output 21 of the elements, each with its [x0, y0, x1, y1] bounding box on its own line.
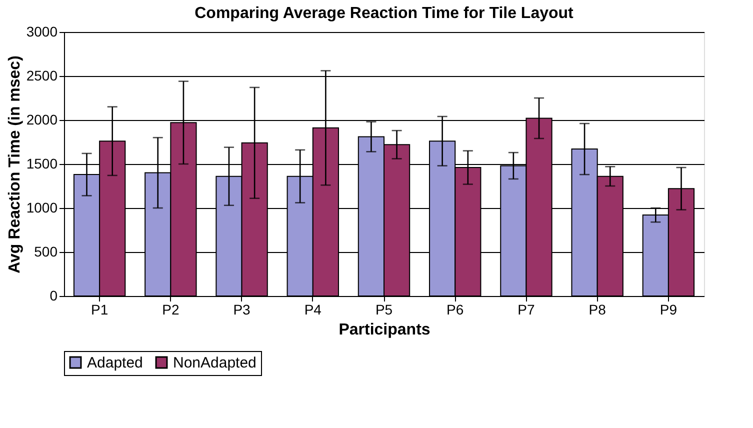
y-axis-title: Avg Reaction Time (in msec): [6, 56, 24, 274]
y-tick-label: 2000: [26, 112, 58, 128]
legend-label: NonAdapted: [173, 354, 256, 372]
x-axis-title: Participants: [338, 322, 430, 338]
x-tick-label: P7: [518, 302, 535, 318]
x-tick-label: P3: [233, 302, 251, 318]
y-tick-label: 3000: [26, 24, 58, 40]
y-tick-label: 500: [34, 244, 58, 260]
chart-title: Comparing Average Reaction Time for Tile Layout: [194, 5, 574, 22]
x-tick-label: P6: [446, 302, 464, 318]
y-tick-label: 1500: [26, 156, 58, 172]
x-tick-label: P9: [660, 302, 678, 318]
y-tick-label: 0: [50, 288, 58, 304]
x-tick-label: P5: [375, 302, 393, 318]
legend-label: Adapted: [87, 354, 143, 372]
x-tick-label: P8: [588, 302, 606, 318]
x-tick-label: P4: [304, 302, 322, 318]
x-tick-label: P1: [90, 302, 108, 318]
y-tick-label: 1000: [26, 200, 58, 216]
y-tick-label: 2500: [26, 68, 58, 84]
x-tick-label: P2: [162, 302, 180, 318]
